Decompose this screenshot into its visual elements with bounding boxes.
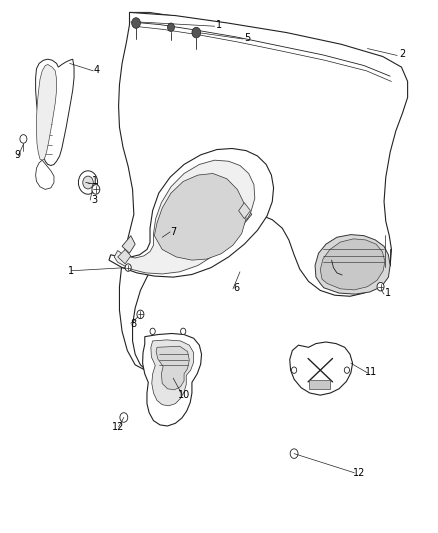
Circle shape — [92, 184, 100, 194]
Polygon shape — [143, 334, 201, 426]
Polygon shape — [118, 249, 131, 264]
Circle shape — [125, 264, 131, 271]
Circle shape — [377, 282, 384, 291]
Polygon shape — [320, 239, 385, 290]
Text: 9: 9 — [14, 150, 20, 160]
Text: 5: 5 — [244, 33, 251, 43]
Circle shape — [78, 171, 98, 194]
Circle shape — [120, 413, 128, 422]
Text: 2: 2 — [399, 49, 406, 59]
Text: 12: 12 — [353, 468, 365, 478]
Text: 8: 8 — [131, 319, 137, 329]
Polygon shape — [239, 203, 251, 219]
Polygon shape — [239, 207, 252, 221]
Polygon shape — [290, 342, 353, 395]
Text: 11: 11 — [365, 367, 377, 377]
Polygon shape — [109, 149, 274, 277]
Polygon shape — [151, 340, 194, 406]
Text: 12: 12 — [112, 422, 124, 432]
Circle shape — [132, 18, 141, 28]
Text: 1: 1 — [92, 176, 98, 187]
Circle shape — [137, 310, 144, 319]
Text: 7: 7 — [170, 227, 176, 237]
Circle shape — [180, 328, 186, 335]
Circle shape — [150, 328, 155, 335]
Circle shape — [83, 176, 93, 189]
Polygon shape — [36, 64, 57, 160]
Polygon shape — [122, 236, 135, 253]
Text: 1: 1 — [216, 20, 222, 30]
Polygon shape — [156, 346, 189, 390]
Text: 3: 3 — [92, 195, 98, 205]
Polygon shape — [119, 12, 408, 372]
Text: 4: 4 — [94, 65, 100, 75]
Circle shape — [290, 449, 298, 458]
Polygon shape — [130, 12, 407, 110]
Text: 1: 1 — [385, 288, 392, 298]
Text: 1: 1 — [67, 266, 74, 276]
Circle shape — [192, 27, 201, 38]
Text: 6: 6 — [233, 283, 240, 293]
Circle shape — [20, 135, 27, 143]
Polygon shape — [35, 160, 54, 189]
Polygon shape — [154, 173, 246, 260]
Polygon shape — [35, 59, 74, 165]
Circle shape — [344, 367, 350, 373]
Polygon shape — [315, 235, 390, 294]
Polygon shape — [114, 160, 255, 274]
Text: 10: 10 — [178, 390, 190, 400]
FancyBboxPatch shape — [308, 379, 330, 389]
Circle shape — [167, 23, 174, 31]
Circle shape — [291, 367, 297, 373]
